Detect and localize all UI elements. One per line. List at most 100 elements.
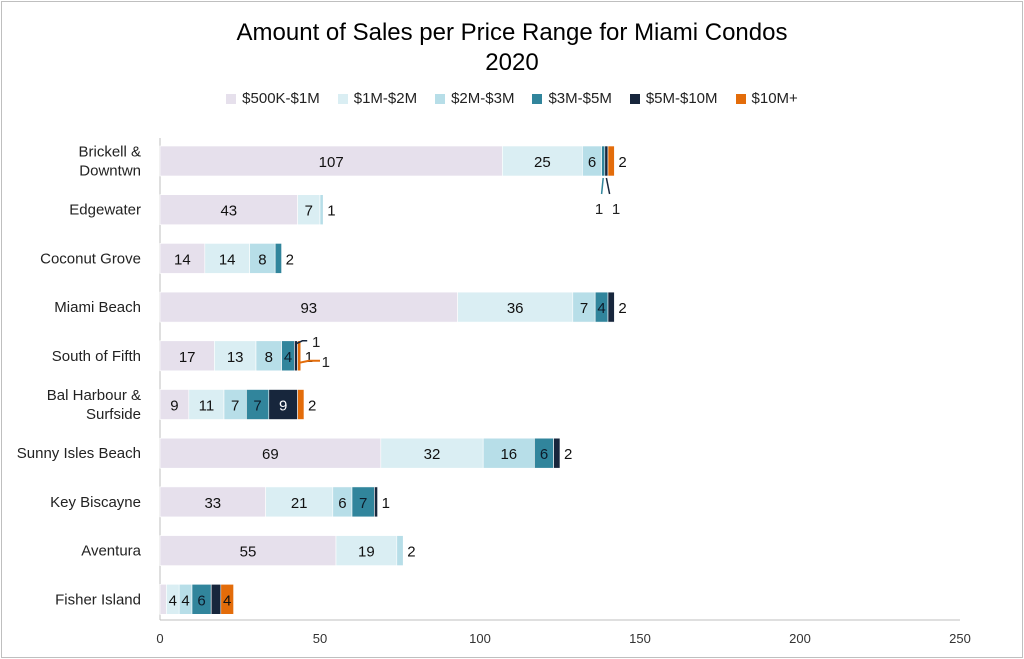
bar-segment: [274, 243, 282, 274]
data-label: 11: [199, 398, 215, 415]
data-label: 1: [312, 334, 320, 351]
bar-segment: [159, 389, 190, 420]
legend-label: $3M-$5M: [548, 90, 612, 107]
x-tick-label: 0: [156, 631, 163, 646]
legend-label: $5M-$10M: [645, 90, 718, 107]
bar-segment: [255, 340, 282, 372]
category-label: South of Fifth: [52, 348, 141, 365]
bar-segment: [204, 243, 250, 274]
legend-swatch: [226, 93, 237, 104]
legend-label: $500K-$1M: [242, 90, 320, 107]
data-label: 7: [231, 398, 239, 415]
legend-swatch: [435, 93, 446, 104]
data-label: 14: [174, 251, 191, 268]
data-label: 2: [407, 544, 415, 561]
legend-label: $10M+: [751, 90, 798, 107]
data-label: 2: [618, 300, 626, 317]
chart-legend: $500K-$1M $1M-$2M $2M-$3M $3M-$5M $5M-$10M $1…: [0, 90, 1024, 107]
category-label: Key Biscayne: [50, 494, 141, 511]
category-label: Fisher Island: [55, 591, 141, 608]
bar-segment: [265, 486, 334, 518]
bar-segment: [374, 486, 378, 518]
legend-label: $2M-$3M: [451, 90, 515, 107]
data-label: 4: [181, 592, 189, 609]
callout-line: [295, 340, 308, 345]
legend-swatch: [337, 93, 348, 104]
data-label: 17: [179, 349, 196, 366]
data-label: 7: [580, 300, 588, 317]
chart-subtitle: 2020: [485, 49, 539, 76]
callout-line: [600, 177, 604, 195]
bar-segment: [297, 389, 305, 420]
bar-segment: [604, 145, 609, 177]
x-tick-label: 150: [629, 631, 651, 646]
bar-segment: [607, 291, 615, 323]
data-label: 2: [286, 251, 294, 268]
data-label: 107: [319, 154, 344, 171]
category-label: Coconut Grove: [40, 250, 141, 267]
bar-segment: [159, 486, 266, 518]
chart-title: Amount of Sales per Price Range for Miam…: [236, 19, 788, 46]
bar-segment: [159, 145, 503, 177]
bar-segment: [380, 437, 484, 469]
bar-segment: [297, 340, 302, 372]
x-tick-label: 100: [469, 631, 491, 646]
data-label: 8: [258, 251, 266, 268]
x-tick-label: 200: [789, 631, 811, 646]
legend-swatch: [629, 93, 640, 104]
bar-segment: [159, 291, 458, 323]
data-label: 14: [219, 251, 236, 268]
data-label: 2: [618, 154, 626, 171]
data-label: 6: [588, 154, 596, 171]
data-label: 4: [284, 349, 292, 366]
data-label: 6: [540, 446, 548, 463]
data-label: 1: [612, 201, 620, 218]
data-label: 32: [424, 446, 441, 463]
data-label: 7: [253, 398, 261, 415]
data-label: 16: [500, 446, 517, 463]
data-label: 6: [338, 495, 346, 512]
data-label: 1: [327, 203, 335, 220]
data-label: 1: [382, 495, 390, 512]
category-label: Bal Harbour & Surfside: [47, 387, 141, 423]
data-label: 69: [262, 446, 279, 463]
legend-item: $5M-$10M: [629, 90, 718, 107]
data-label: 7: [359, 495, 367, 512]
callout-line: [298, 359, 320, 364]
data-label: 9: [279, 398, 287, 415]
data-label: 1: [305, 349, 313, 366]
legend-item: $2M-$3M: [435, 90, 514, 107]
bar-segment: [214, 340, 257, 372]
category-label: Brickell & Downtwn: [78, 144, 141, 180]
data-label: 55: [240, 544, 257, 561]
data-label: 19: [358, 544, 375, 561]
data-label: 9: [170, 398, 178, 415]
data-label: 36: [507, 300, 524, 317]
bar-segment: [396, 535, 404, 566]
data-label: 93: [300, 300, 317, 317]
data-label: 8: [265, 349, 273, 366]
data-label: 7: [305, 203, 313, 220]
bar-segment: [294, 340, 298, 372]
legend-swatch: [532, 93, 543, 104]
bar-segment: [553, 437, 561, 469]
bar-segment: [601, 145, 606, 177]
legend-item: $500K-$1M: [226, 90, 320, 107]
category-label: Sunny Isles Beach: [17, 445, 141, 462]
legend-item: $1M-$2M: [337, 90, 418, 107]
legend-swatch: [735, 93, 746, 104]
data-label: 4: [597, 300, 605, 317]
data-label: 13: [227, 349, 244, 366]
bar-segment: [482, 437, 535, 469]
legend-item: $3M-$5M: [532, 90, 612, 107]
data-label: 1: [595, 201, 603, 218]
legend-label: $1M-$2M: [353, 90, 418, 107]
data-label: 6: [197, 592, 205, 609]
data-label: 4: [223, 592, 231, 609]
data-label: 33: [204, 495, 221, 512]
data-label: 21: [291, 495, 308, 512]
bar-segment: [502, 145, 583, 177]
data-label: 2: [564, 446, 572, 463]
data-label: 1: [322, 354, 330, 371]
